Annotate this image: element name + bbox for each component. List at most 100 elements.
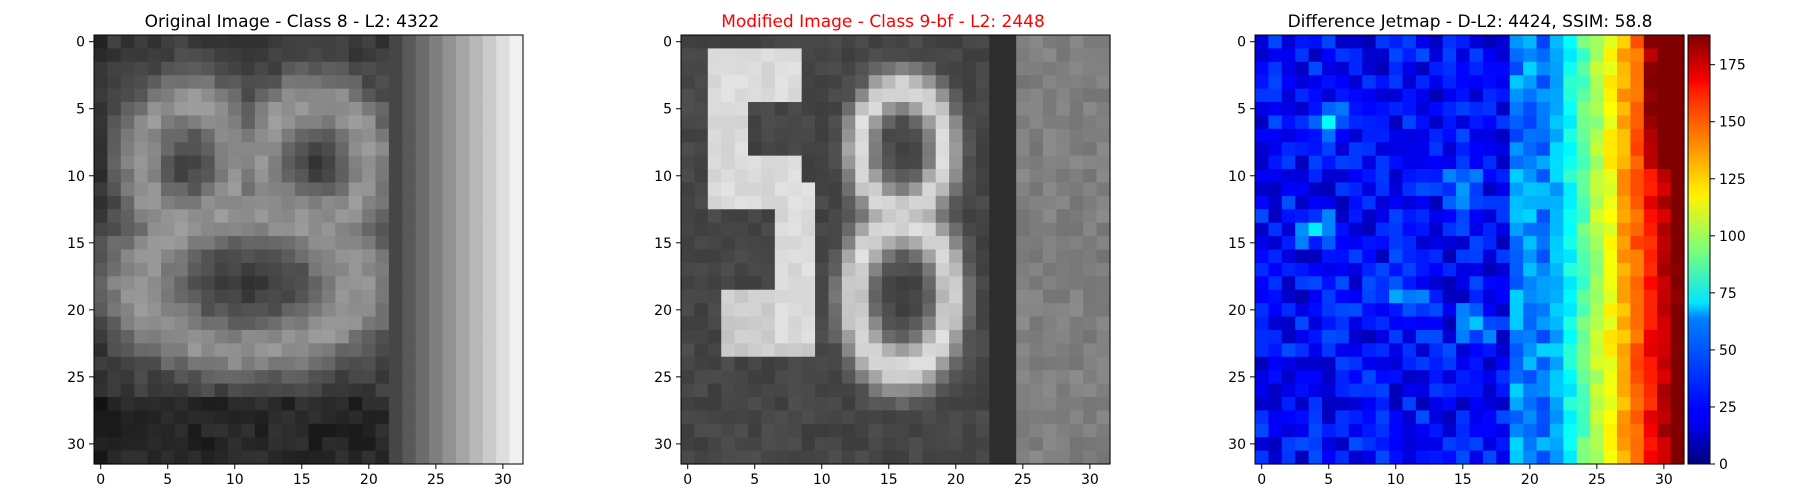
pixel-cell [868,209,883,224]
pixel-cell [1096,370,1111,385]
pixel-cell [761,35,776,50]
pixel-cell [761,48,776,63]
pixel-cell [509,249,524,264]
pixel-cell [949,356,964,371]
pixel-cell [788,222,803,237]
pixel-cell [815,169,830,184]
pixel-cell [455,249,470,264]
pixel-cell [187,410,202,425]
pixel-cell [1630,396,1645,411]
pixel-cell [348,383,363,398]
pixel-cell [1415,35,1430,50]
pixel-cell [1509,75,1524,90]
pixel-cell [1389,383,1404,398]
pixel-cell [1482,35,1497,50]
pixel-cell [1402,370,1417,385]
pixel-cell [1549,222,1564,237]
pixel-cell [1496,343,1511,358]
pixel-cell [496,289,511,304]
pixel-cell [1389,370,1404,385]
pixel-cell [815,209,830,224]
pixel-cell [134,289,149,304]
pixel-cell [94,370,109,385]
pixel-cell [815,356,830,371]
pixel-cell [1630,142,1645,157]
pixel-cell [429,102,444,117]
pixel-cell [1335,303,1350,318]
pixel-cell [1523,437,1538,452]
pixel-cell [1482,249,1497,264]
pixel-cell [922,249,937,264]
pixel-cell [1029,249,1044,264]
pixel-cell [1496,88,1511,103]
pixel-cell [1083,102,1098,117]
pixel-cell [228,329,243,344]
pixel-cell [308,370,323,385]
pixel-cell [187,195,202,210]
pixel-cell [1056,450,1071,465]
pixel-cell [1456,329,1471,344]
pixel-cell [1295,289,1310,304]
pixel-cell [509,370,524,385]
pixel-cell [214,88,229,103]
pixel-cell [841,370,856,385]
pixel-cell [429,383,444,398]
pixel-cell [1083,423,1098,438]
pixel-cell [94,276,109,291]
pixel-cell [482,102,497,117]
pixel-cell [429,195,444,210]
pixel-cell [348,276,363,291]
original-image-title: Original Image - Class 8 - L2: 4322 [145,12,440,32]
pixel-cell [1016,329,1031,344]
pixel-cell [922,35,937,50]
pixel-cell [1482,329,1497,344]
pixel-cell [1083,450,1098,465]
pixel-cell [1335,356,1350,371]
pixel-cell [841,182,856,197]
pixel-cell [1576,209,1591,224]
pixel-cell [134,410,149,425]
pixel-cell [254,423,269,438]
pixel-cell [1042,61,1057,76]
pixel-cell [989,423,1004,438]
pixel-cell [908,182,923,197]
pixel-cell [335,142,350,157]
pixel-cell [1670,437,1685,452]
pixel-cell [1255,249,1270,264]
pixel-cell [1549,102,1564,117]
pixel-cell [496,410,511,425]
pixel-cell [1603,88,1618,103]
pixel-cell [348,48,363,63]
pixel-cell [1389,169,1404,184]
pixel-cell [707,437,722,452]
pixel-cell [482,48,497,63]
pixel-cell [1563,128,1578,143]
pixel-cell [1456,182,1471,197]
pixel-cell [975,262,990,277]
pixel-cell [1083,128,1098,143]
pixel-cell [1389,289,1404,304]
pixel-cell [1456,450,1471,465]
pixel-cell [254,35,269,50]
pixel-cell [442,195,457,210]
pixel-cell [1002,75,1017,90]
pixel-cell [201,423,216,438]
pixel-cell [922,383,937,398]
pixel-cell [774,35,789,50]
pixel-cell [868,423,883,438]
pixel-cell [1429,75,1444,90]
pixel-cell [855,343,870,358]
pixel-cell [1576,182,1591,197]
pixel-cell [1442,262,1457,277]
pixel-cell [1295,316,1310,331]
pixel-cell [694,316,709,331]
pixel-cell [1069,102,1084,117]
pixel-cell [1670,35,1685,50]
pixel-cell [1442,410,1457,425]
pixel-cell [1335,169,1350,184]
pixel-cell [161,128,176,143]
pixel-cell [815,276,830,291]
pixel-cell [94,236,109,251]
pixel-cell [1509,236,1524,251]
pixel-cell [308,115,323,130]
